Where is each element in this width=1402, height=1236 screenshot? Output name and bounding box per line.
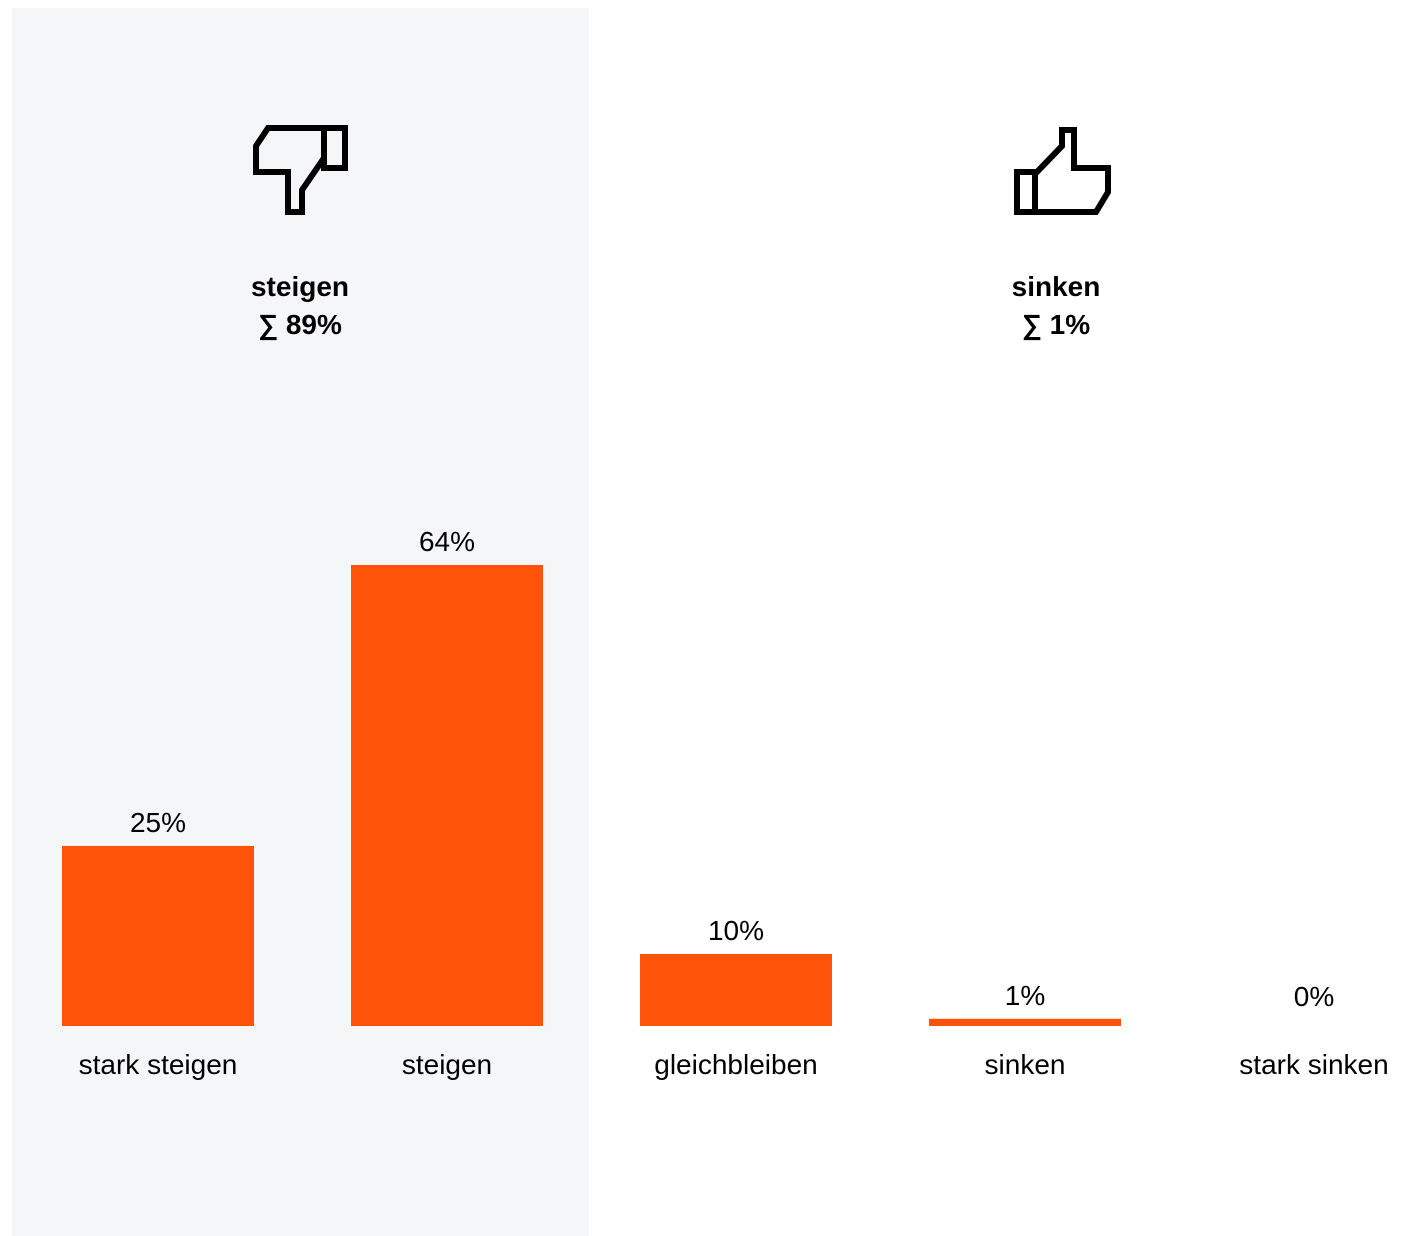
- bar-value-label: 0%: [1294, 981, 1334, 1012]
- category-label: steigen: [402, 1049, 492, 1080]
- group-sum: ∑ 1%: [1021, 309, 1091, 340]
- group-label: steigen: [250, 271, 350, 302]
- bar-value-label: 64%: [419, 526, 475, 557]
- bar: [640, 953, 832, 1026]
- bar-value-label: 25%: [130, 807, 186, 838]
- category-label: stark steigen: [79, 1049, 238, 1080]
- category-label: gleichbleiben: [654, 1049, 817, 1080]
- bar: [62, 845, 254, 1026]
- thumbs-up-icon: [1014, 127, 1111, 215]
- group-label: sinken: [1011, 271, 1101, 302]
- category-label: stark sinken: [1239, 1049, 1388, 1080]
- bar: [929, 1018, 1121, 1026]
- group-sum: ∑ 89%: [258, 309, 342, 340]
- bar-value-label: 1%: [1005, 980, 1045, 1011]
- category-label: sinken: [985, 1049, 1066, 1080]
- bar: [351, 565, 543, 1026]
- group-title-sinken: sinken ∑ 1%: [906, 268, 1206, 344]
- bar-value-label: 10%: [708, 915, 764, 946]
- thumbs-down-icon: [253, 125, 348, 215]
- group-title-steigen: steigen ∑ 89%: [150, 268, 450, 344]
